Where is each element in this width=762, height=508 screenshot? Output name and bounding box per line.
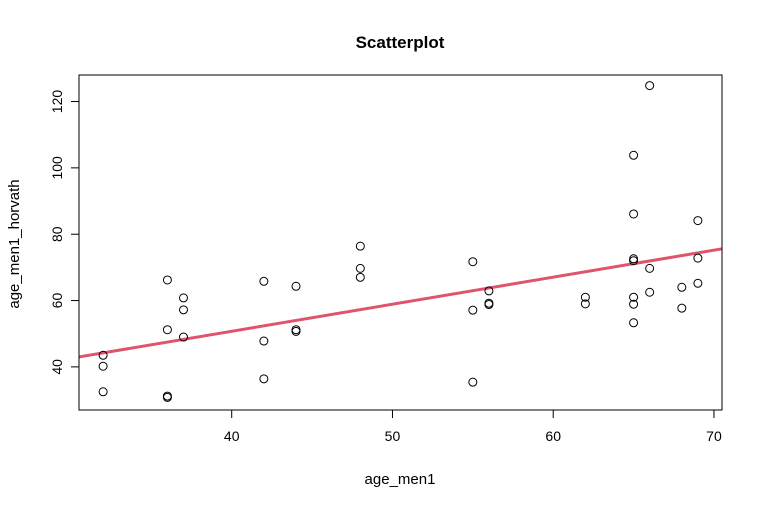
x-tick-label: 70 (706, 428, 722, 444)
data-point (484, 300, 494, 310)
data-point (693, 278, 703, 288)
data-point (629, 254, 639, 264)
data-point (580, 292, 590, 302)
data-point (178, 332, 188, 342)
data-point (677, 303, 687, 313)
x-tick-label: 40 (224, 428, 240, 444)
data-point (693, 253, 703, 263)
data-point (468, 257, 478, 267)
y-tick-label: 100 (49, 156, 65, 180)
data-point (98, 350, 108, 360)
x-tick-label: 50 (385, 428, 401, 444)
y-tick-label: 120 (49, 90, 65, 114)
data-point (355, 241, 365, 251)
y-axis-label: age_men1_horvath (6, 179, 23, 308)
data-point (355, 263, 365, 273)
y-tick-label: 40 (49, 359, 65, 375)
data-point (98, 361, 108, 371)
plot-box (78, 74, 723, 411)
chart-title: Scatterplot (356, 33, 445, 52)
data-point (645, 81, 655, 91)
data-point (291, 326, 301, 336)
y-tick-label: 80 (49, 226, 65, 242)
regression-line (78, 247, 723, 359)
data-point (291, 281, 301, 291)
data-point (468, 377, 478, 387)
data-point (629, 318, 639, 328)
data-point (645, 263, 655, 273)
data-point (645, 287, 655, 297)
data-point (259, 276, 269, 286)
x-axis-label: age_men1 (365, 471, 436, 488)
data-point (259, 336, 269, 346)
data-point (677, 282, 687, 292)
data-point (178, 293, 188, 303)
data-point (580, 299, 590, 309)
data-point (355, 272, 365, 282)
data-point (629, 299, 639, 309)
x-tick-label: 60 (545, 428, 561, 444)
y-tick-label: 60 (49, 293, 65, 309)
data-point (259, 374, 269, 384)
data-point (693, 216, 703, 226)
data-point (629, 150, 639, 160)
data-point (162, 392, 172, 402)
plot-area: 40 50 60 70 40 60 80 100 120 (49, 81, 723, 444)
data-point (162, 275, 172, 285)
data-point (629, 292, 639, 302)
data-point (629, 256, 639, 266)
data-point (178, 305, 188, 315)
data-point (629, 209, 639, 219)
data-point (162, 325, 172, 335)
data-point (484, 286, 494, 296)
data-point (468, 305, 478, 315)
data-point (98, 387, 108, 397)
